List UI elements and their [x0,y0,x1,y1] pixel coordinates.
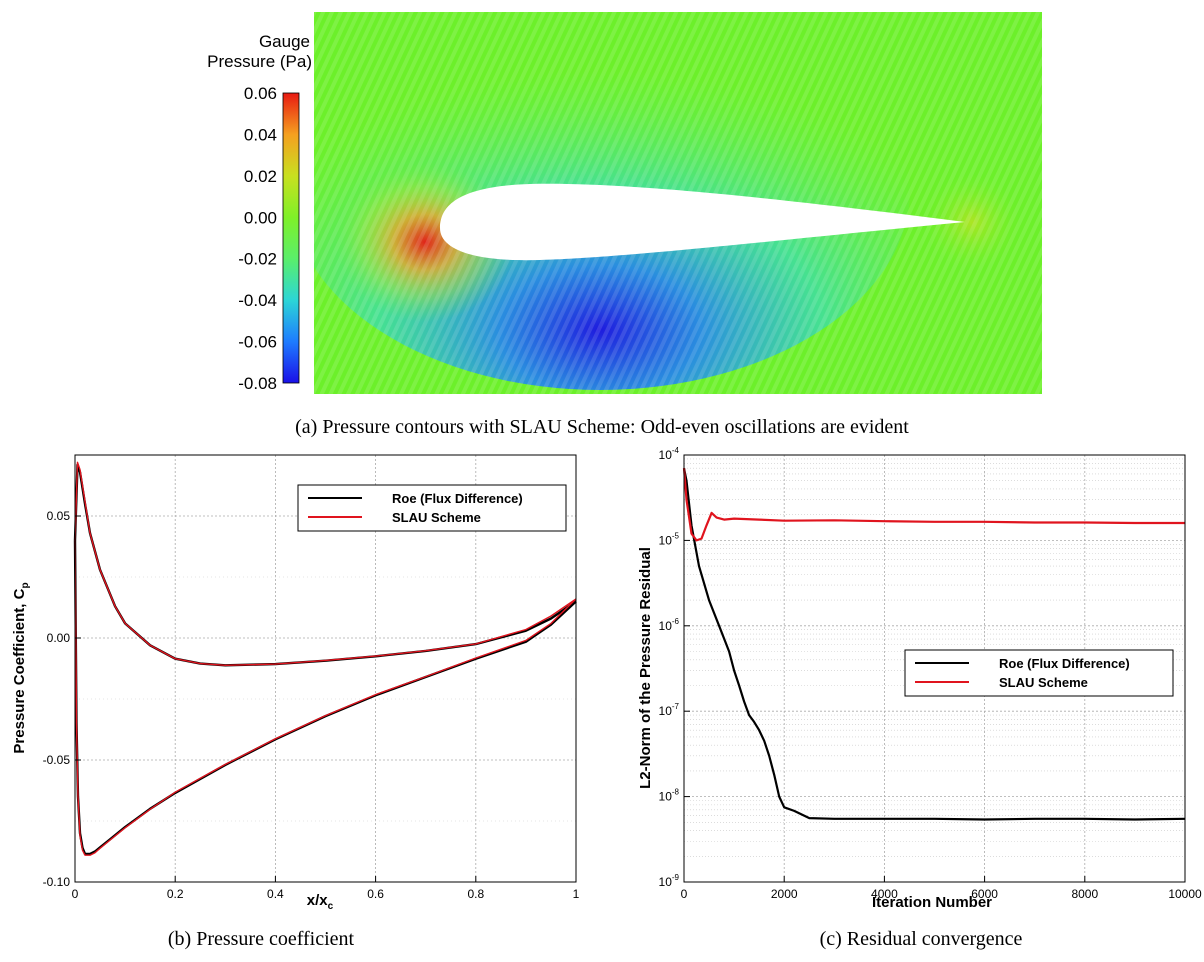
residual-y-axis-label: L2-Norm of the Pressure Residual [637,547,654,789]
residual-plot-frame [683,454,1186,883]
residual-series [682,467,1186,821]
cp-legend-roe-label: Roe (Flux Difference) [392,491,523,506]
colorbar-tick-label: -0.04 [238,291,277,310]
caption-b: (b) Pressure coefficient [168,928,355,950]
residual-y-tick-label: 10-4 [659,446,680,462]
cp-y-tick-label: -0.05 [43,753,71,767]
residual-y-tick-label: 10-8 [659,788,680,804]
residual-y-tick-label: 10-6 [659,617,680,633]
residual-x-tick-label: 6000 [971,887,998,901]
residual-x-axis-label: Iteration Number [872,894,992,911]
residual-x-tick-label: 4000 [871,887,898,901]
colorbar [282,92,300,384]
cp-legend: Roe (Flux Difference) SLAU Scheme [297,484,567,532]
residual-legend: Roe (Flux Difference) SLAU Scheme [904,649,1174,697]
cp-legend-box [297,484,567,532]
colorbar-tick-label: 0.06 [244,84,277,103]
cp-legend-slau-label: SLAU Scheme [392,510,481,525]
cp-series-slau-upper [74,461,577,666]
residual-legend-slau-label: SLAU Scheme [999,675,1088,690]
cp-series-roe-lower [73,540,577,856]
cp-x-tick-label: 0.6 [367,887,384,901]
colorbar-tick-label: 0.04 [244,125,277,144]
cp-y-tick-label: 0.05 [47,509,71,523]
residual-chart: 0 2000 4000 6000 8000 10000 10-9 10-8 10-7 10-6 10… [637,446,1202,911]
colorbar-tick-label: 0.00 [244,208,277,227]
cp-ticks: 0 0.2 0.4 0.6 0.8 1 -0.10 -0.05 0.00 0.05 [43,509,580,901]
cp-series [73,461,577,856]
colorbar-tick-label: -0.08 [238,374,277,393]
cp-plot-frame [74,454,577,883]
residual-x-tick-label: 2000 [771,887,798,901]
airfoil [440,183,965,261]
colorbar-title-line1: Gauge [259,32,310,51]
residual-y-tick-label: 10-7 [659,702,680,718]
cp-y-tick-label: 0.00 [47,631,71,645]
residual-x-tick-label: 8000 [1071,887,1098,901]
residual-grid [684,455,1185,882]
cp-x-tick-label: 1 [573,887,580,901]
residual-x-tick-label: 0 [681,887,688,901]
cp-x-tick-label: 0 [72,887,79,901]
cp-y-tick-label: -0.10 [43,875,71,889]
residual-legend-roe-label: Roe (Flux Difference) [999,656,1130,671]
residual-series-slau [682,468,1185,542]
cp-series-slau-lower [74,540,577,856]
residual-y-tick-label: 10-9 [659,873,680,889]
colorbar-title-line2: Pressure (Pa) [207,52,312,71]
cp-x-tick-label: 0.8 [467,887,484,901]
contour-panel: Gauge Pressure (Pa) 0.06 0.04 0.02 0.00 -0.0… [207,12,1042,394]
residual-y-tick-label: 10-5 [659,531,680,547]
residual-series-roe [682,467,1186,821]
cp-chart: 0 0.2 0.4 0.6 0.8 1 -0.10 -0.05 0.00 0.05 Roe (Fl… [11,454,580,912]
residual-legend-box [904,649,1174,697]
cp-x-axis-label: x/xc [307,892,334,912]
colorbar-ticks: 0.06 0.04 0.02 0.00 -0.02 -0.04 -0.06 -0.08 [238,84,277,393]
cp-y-axis-label: Pressure Coefficient, Cp [11,582,31,753]
colorbar-tick-label: 0.02 [244,167,277,186]
colorbar-tick-label: -0.02 [238,250,277,269]
cp-x-tick-label: 0.2 [167,887,184,901]
cp-x-tick-label: 0.4 [267,887,284,901]
colorbar-tick-label: -0.06 [238,333,277,352]
caption-c: (c) Residual convergence [820,928,1023,950]
caption-a: (a) Pressure contours with SLAU Scheme: … [295,416,909,438]
residual-x-tick-label: 10000 [1168,887,1202,901]
residual-ticks: 0 2000 4000 6000 8000 10000 10-9 10-8 10-7 10-6 10… [659,446,1202,901]
